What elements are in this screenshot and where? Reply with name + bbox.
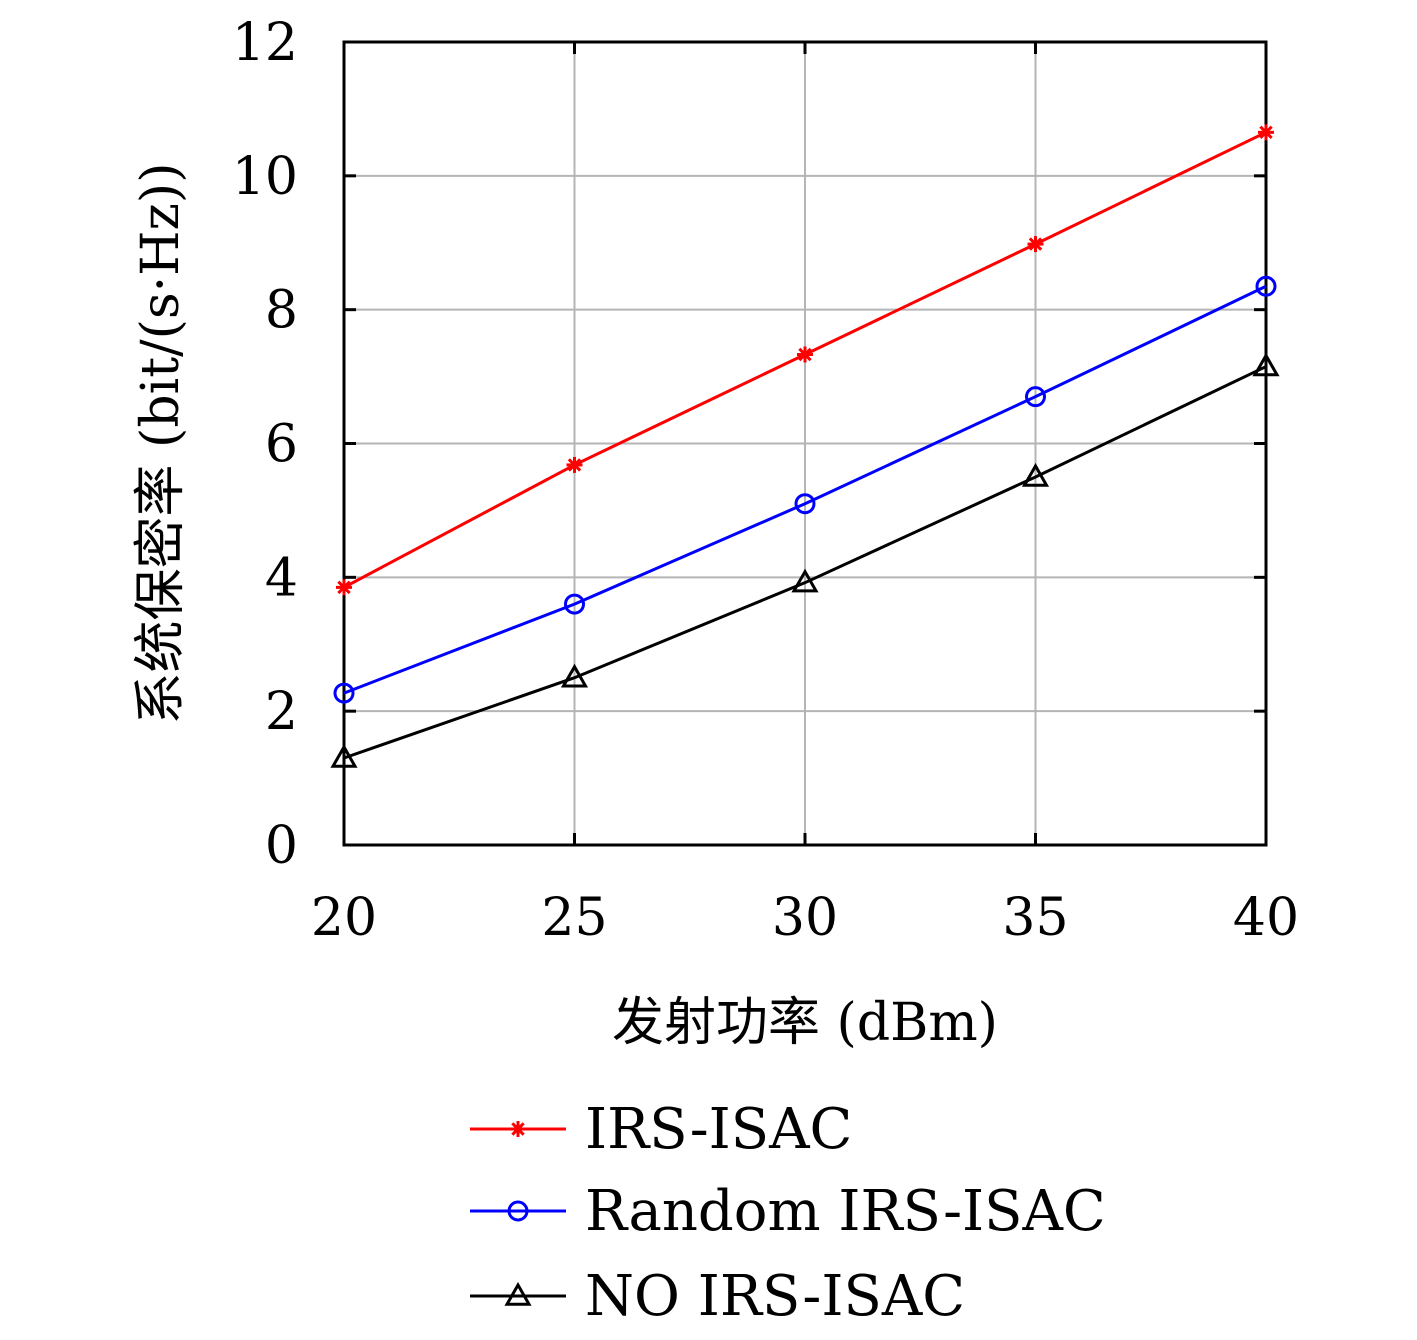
x-axis-label: 发射功率 (dBm): [612, 993, 998, 1053]
asterisk-marker: [797, 346, 813, 363]
asterisk-marker: [1027, 236, 1044, 253]
y-tick-label: 4: [265, 548, 298, 608]
legend-item: IRS-ISAC: [470, 1097, 852, 1162]
legend-item: NO IRS-ISAC: [470, 1264, 965, 1329]
circle-marker: [794, 493, 816, 515]
x-tick-label: 35: [1002, 888, 1068, 948]
triangle-marker: [560, 663, 589, 688]
asterisk-stroke: [798, 347, 812, 362]
triangle-marker: [791, 568, 819, 593]
asterisk-stroke: [567, 458, 582, 472]
triangle-marker: [330, 743, 358, 768]
y-tick-label: 12: [232, 13, 298, 73]
asterisk-marker: [336, 579, 352, 596]
triangle-marker: [1252, 352, 1280, 377]
legend-label: IRS-ISAC: [585, 1097, 852, 1162]
asterisk-marker: [1258, 124, 1274, 141]
asterisk-marker: [566, 456, 583, 473]
series-no-irs-isac: [330, 352, 1280, 768]
x-tick-label: 40: [1233, 888, 1299, 948]
series-random-irs-isac: [333, 275, 1277, 704]
asterisk-marker: [510, 1121, 526, 1137]
y-tick-label: 6: [265, 415, 298, 475]
triangle-marker: [1021, 462, 1050, 487]
triangle-marker: [504, 1281, 532, 1306]
circle-marker: [564, 593, 585, 615]
y-axis-label: 系统保密率 (bit/(s·Hz)): [131, 163, 191, 725]
circle-marker: [1025, 386, 1046, 408]
y-tick-label: 8: [265, 281, 298, 341]
x-tick-label: 20: [311, 888, 377, 948]
grid-lines: [343, 41, 1267, 846]
series-group: [330, 124, 1280, 768]
asterisk-stroke: [1259, 125, 1273, 140]
legend-label: NO IRS-ISAC: [585, 1264, 965, 1329]
asterisk-stroke: [511, 1122, 525, 1136]
y-tick-label: 0: [265, 816, 298, 876]
asterisk-stroke: [1028, 237, 1043, 251]
legend-item: Random IRS-ISAC: [470, 1179, 1106, 1244]
series-line: [343, 365, 1267, 760]
tick-labels: 20 25 30 35 40 0 2 4 6 8 10 12: [232, 13, 1299, 948]
plot-frame: [342, 40, 1268, 847]
y-tick-label: 2: [265, 682, 298, 742]
x-tick-label: 30: [772, 888, 838, 948]
series-line: [343, 284, 1267, 695]
y-tick-label: 10: [232, 147, 298, 207]
legend-label: Random IRS-ISAC: [585, 1179, 1106, 1244]
circle-marker: [1255, 275, 1277, 297]
legend: IRS-ISAC Random IRS-ISAC NO IRS-ISAC: [470, 1097, 1106, 1329]
circle-marker: [507, 1200, 529, 1222]
circle-marker: [333, 682, 355, 704]
asterisk-stroke: [337, 580, 351, 595]
x-tick-label: 25: [541, 888, 607, 948]
series-irs-isac: [336, 124, 1274, 596]
